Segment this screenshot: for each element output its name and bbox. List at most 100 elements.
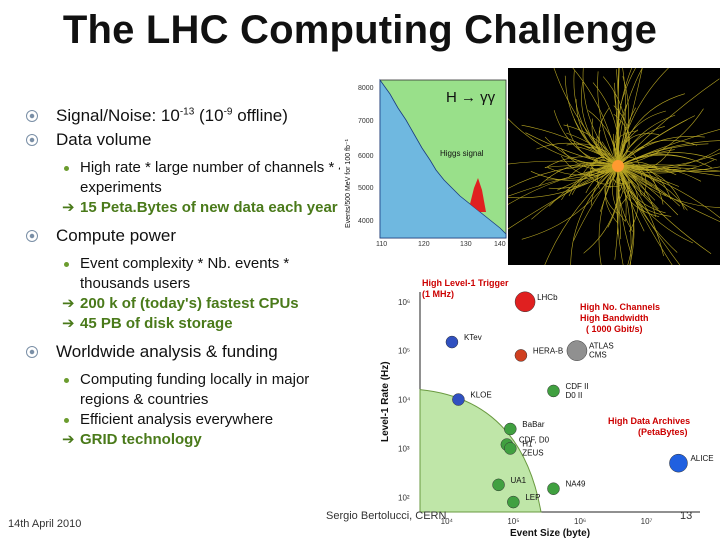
- particle-track: [605, 165, 619, 224]
- higgs-ylabel: Events/500 MeV for 100 fb⁻¹: [345, 138, 352, 228]
- experiment-point: [452, 393, 465, 406]
- particle-track: [548, 165, 619, 189]
- higgs-xtick: 120: [418, 241, 430, 248]
- particle-track: [581, 81, 619, 167]
- particle-track: [546, 165, 619, 181]
- rate-vs-eventsize-chart: Level-1 Rate (Hz) Event Size (byte) 10² 1…: [360, 272, 720, 540]
- sub-bullet-funding: Computing funding locally in major regio…: [22, 370, 352, 410]
- particle-track: [508, 165, 619, 197]
- bullet-list: Signal/Noise: 10-13 (10-9 offline) Data …: [22, 104, 352, 450]
- particle-track: [508, 165, 619, 205]
- chart-annotation: High Level-1 Trigger: [422, 278, 509, 288]
- higgs-xtick: 110: [376, 241, 387, 248]
- experiment-label: HERA-B: [533, 346, 563, 355]
- particle-track: [617, 165, 656, 217]
- experiment-point: [504, 442, 517, 455]
- arrow-line-15pb: ➔ 15 Peta.Bytes of new data each year: [62, 199, 338, 216]
- chart-annotation: High Data Archives: [608, 416, 690, 426]
- bullet-ring-icon: [26, 230, 38, 242]
- particle-track: [617, 140, 720, 167]
- experiment-label: KLOE: [470, 391, 491, 400]
- particle-track: [617, 126, 665, 167]
- chart-annotation: High Bandwidth: [580, 313, 649, 323]
- particle-track: [602, 76, 626, 167]
- experiment-label: BaBar: [522, 420, 545, 429]
- arrow-line-grid: ➔ GRID technology: [62, 431, 202, 448]
- chart-xlabel: Event Size (byte): [510, 528, 590, 539]
- higgs-xtick: 130: [460, 241, 472, 248]
- particle-track: [617, 68, 620, 167]
- bullet-worldwide: Worldwide analysis & funding: [22, 340, 352, 364]
- particle-track: [616, 165, 624, 265]
- sub-bullet-rate: High rate * large number of channels * 4…: [22, 158, 352, 198]
- particle-track: [508, 118, 619, 167]
- bullet-ring-icon: [26, 134, 38, 146]
- higgs-channel-label: H → γγ: [446, 89, 496, 106]
- particle-track: [617, 165, 720, 208]
- x-tick-label: 10⁵: [507, 517, 519, 526]
- bullet-data-volume: Data volume: [22, 128, 352, 152]
- bullet-ring-icon: [26, 110, 38, 122]
- experiment-label: KTev: [464, 333, 482, 342]
- collision-event-image: [508, 68, 720, 265]
- particle-track: [614, 165, 620, 260]
- higgs-diphoton-plot: Events/500 MeV for 100 fb⁻¹ 8000 7000 60…: [340, 68, 508, 248]
- particle-track: [615, 68, 636, 167]
- particle-track: [617, 148, 672, 171]
- y-tick-label: 10³: [398, 444, 410, 453]
- right-arrow-icon: ➔: [62, 315, 75, 332]
- bullet-signal-noise: Signal/Noise: 10-13 (10-9 offline): [22, 104, 352, 128]
- slide-title: The LHC Computing Challenge: [62, 8, 658, 52]
- arrow-line-disk: ➔ 45 PB of disk storage: [62, 315, 233, 332]
- x-tick-label: 10⁷: [641, 517, 653, 526]
- higgs-ytick: 8000: [358, 85, 374, 92]
- particle-track: [508, 165, 619, 230]
- particle-track: [568, 165, 619, 197]
- particle-track: [617, 78, 720, 167]
- chart-annotation: High No. Channels: [580, 302, 660, 312]
- experiment-label: LHCb: [537, 293, 558, 302]
- y-tick-label: 10²: [398, 493, 410, 502]
- right-arrow-icon: ➔: [62, 199, 75, 216]
- particle-track: [598, 165, 619, 265]
- particle-track: [508, 165, 619, 199]
- experiment-point: [547, 384, 560, 398]
- particle-track: [521, 165, 619, 240]
- particle-track: [617, 108, 704, 167]
- particle-track: [583, 165, 620, 254]
- experiment-label: H1 ZEUS: [522, 439, 543, 457]
- y-tick-label: 10⁴: [398, 396, 411, 405]
- particle-track: [597, 71, 619, 167]
- particle-track: [564, 75, 619, 167]
- particle-track: [573, 118, 619, 167]
- experiment-point: [547, 482, 560, 495]
- particle-track: [617, 68, 626, 167]
- experiment-point: [669, 453, 688, 473]
- experiment-label: CDF II D0 II: [565, 382, 588, 400]
- particle-track: [570, 165, 619, 265]
- experiment-point: [514, 349, 528, 362]
- sub-bullet-complexity: Event complexity * Nb. events * thousand…: [22, 254, 352, 294]
- particle-track: [561, 165, 619, 201]
- particle-track: [544, 164, 619, 168]
- experiment-point: [566, 340, 588, 361]
- y-tick-label: 10⁶: [398, 298, 410, 307]
- experiment-point: [445, 335, 459, 349]
- footer-author: Sergio Bertolucci, CERN: [326, 510, 447, 522]
- particle-track: [617, 165, 664, 257]
- particle-track: [617, 165, 685, 210]
- experiment-point: [507, 495, 520, 509]
- right-arrow-icon: ➔: [62, 431, 75, 448]
- chart-ylabel: Level-1 Rate (Hz): [380, 361, 391, 442]
- particle-track: [617, 152, 720, 168]
- particle-track: [617, 165, 673, 265]
- particle-track: [538, 162, 619, 187]
- particle-track: [573, 165, 619, 241]
- higgs-ytick: 6000: [358, 153, 374, 160]
- particle-track: [617, 154, 713, 169]
- particle-track: [547, 165, 619, 176]
- particle-track: [617, 165, 720, 172]
- higgs-ytick: 7000: [358, 118, 374, 125]
- experiment-label: LEP: [525, 493, 540, 502]
- y-tick-label: 10⁵: [398, 347, 410, 356]
